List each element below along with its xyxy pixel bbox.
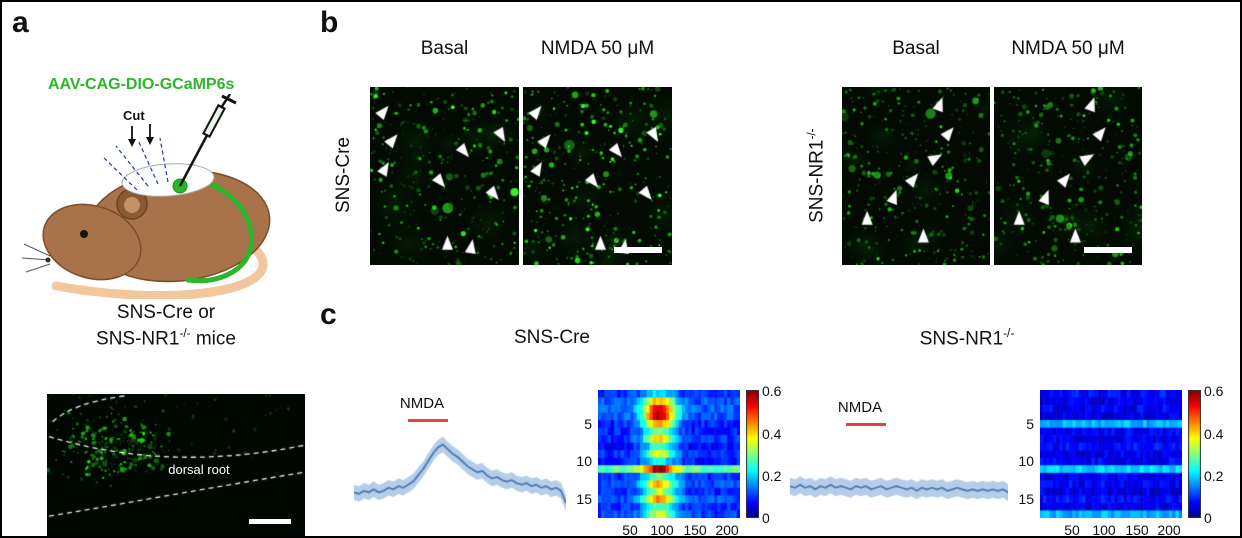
caption-tail: mice (190, 328, 236, 350)
dorsal-root-annotation: dorsal root (168, 462, 230, 478)
mouse-whiskers (21, 243, 51, 273)
dorsal-root-lines (101, 137, 169, 191)
micrograph-nr1-nmda (994, 87, 1142, 265)
mouse-illustration: Cut (21, 94, 271, 299)
scale-bar (249, 519, 291, 524)
micrograph-nr1-basal (842, 87, 990, 265)
syringe-barrel-fill (204, 106, 224, 136)
syringe-plunger-cap (221, 94, 237, 105)
c-title-sns-nr1: SNS-NR1-/- (872, 327, 1062, 350)
drg-micrograph-canvas (47, 394, 305, 536)
nmda-stim-label-left: NMDA (399, 395, 445, 412)
scale-bar (614, 247, 662, 253)
micrograph-nr1-nmda-canvas (994, 87, 1142, 265)
c-title-sns-cre: SNS-Cre (513, 327, 590, 348)
col-label-basal-1: Basal (420, 38, 469, 59)
row-label-base: SNS-NR1 (806, 139, 828, 223)
cut-arrow-line-1 (131, 124, 151, 141)
row-label-sup: -/- (805, 128, 819, 140)
micrograph-cre-nmda-canvas (523, 87, 672, 265)
hm1-ytick-10: 10 (576, 453, 592, 469)
heatmap-sns-cre (598, 390, 740, 518)
cut-label: Cut (123, 108, 145, 123)
c-title-base: SNS-NR1 (919, 328, 1004, 350)
drg-micrograph: dorsal root (47, 394, 305, 536)
caption-base: SNS-NR1 (96, 328, 180, 350)
cut-arrow-head-1 (128, 139, 136, 147)
cb2-tick-02: 0.2 (1204, 468, 1224, 484)
micrograph-cre-nmda (523, 87, 672, 265)
cb1-tick-02: 0.2 (762, 468, 782, 484)
nmda-stim-label-right: NMDA (837, 399, 883, 416)
hm1-ytick-5: 5 (584, 416, 592, 432)
colorbar-sns-cre (746, 390, 759, 518)
cb2-tick-06: 0.6 (1204, 383, 1224, 399)
panel-a-label: a (12, 6, 29, 39)
mouse-eye (80, 230, 88, 238)
c-title-sup: -/- (1003, 327, 1015, 340)
syringe-plunger (219, 94, 232, 109)
row-label-sns-nr1: SNS-NR1-/- (805, 87, 828, 265)
hm1-xtick-200: 200 (715, 522, 739, 538)
hm2-xtick-50: 50 (1064, 522, 1080, 538)
col-label-nmda-1: NMDA 50 μM (540, 38, 655, 59)
trace-plot-sns-cre (354, 426, 566, 514)
construct-label: AAV-CAG-DIO-GCaMP6s (48, 76, 235, 93)
caption-sup: -/- (179, 327, 191, 340)
col-label-nmda-2: NMDA 50 μM (1011, 38, 1125, 59)
hm1-xtick-100: 100 (650, 522, 674, 538)
panel-b-label: b (320, 6, 339, 39)
row-label-sns-cre: SNS-Cre (333, 137, 354, 214)
scale-bar (1084, 247, 1132, 253)
micrograph-cre-basal-canvas (370, 87, 519, 265)
cb1-tick-04: 0.4 (762, 426, 782, 442)
mouse-nose (45, 257, 51, 263)
cb1-tick-06: 0.6 (762, 383, 782, 399)
trace-plot-sns-nr1 (790, 426, 1008, 514)
heatmap-sns-nr1 (1040, 390, 1182, 518)
nmda-stim-bar-left (408, 419, 448, 422)
nerve-path (177, 171, 255, 284)
hm2-ytick-5: 5 (1026, 416, 1034, 432)
nmda-stim-bar-right (846, 423, 886, 426)
hm2-ytick-10: 10 (1018, 453, 1034, 469)
mouse-ear-inner (124, 197, 140, 213)
cut-arrow-head-2 (146, 137, 154, 145)
mouse-caption-line2: SNS-NR1-/- mice (30, 327, 302, 350)
mouse-tail (51, 247, 268, 299)
panel-c-label: c (320, 298, 337, 331)
cb2-tick-04: 0.4 (1204, 426, 1224, 442)
hm1-xtick-50: 50 (622, 522, 638, 538)
hm2-xtick-150: 150 (1125, 522, 1149, 538)
col-label-basal-2: Basal (892, 38, 940, 59)
hm1-xtick-150: 150 (683, 522, 707, 538)
micrograph-nr1-basal-canvas (842, 87, 990, 265)
mouse-caption-line1: SNS-Cre or (116, 302, 216, 323)
micrograph-cre-basal (370, 87, 519, 265)
mouse-head (42, 203, 142, 281)
colorbar-sns-nr1 (1188, 390, 1201, 518)
hm2-ytick-15: 15 (1018, 491, 1034, 507)
hm1-ytick-15: 15 (576, 491, 592, 507)
cb1-tick-0: 0 (762, 510, 770, 526)
hm2-xtick-100: 100 (1092, 522, 1116, 538)
hm2-xtick-200: 200 (1157, 522, 1181, 538)
cb2-tick-0: 0 (1204, 510, 1212, 526)
